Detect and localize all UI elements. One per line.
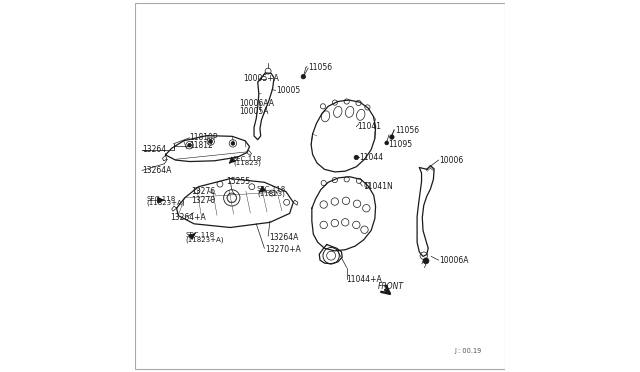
Text: 11041N: 11041N xyxy=(363,182,393,190)
Text: 15255: 15255 xyxy=(226,177,250,186)
Text: (11823+A): (11823+A) xyxy=(185,236,223,243)
Circle shape xyxy=(188,143,191,147)
Text: 11056: 11056 xyxy=(395,126,419,135)
Text: 11044: 11044 xyxy=(359,153,383,161)
Text: 13264+A: 13264+A xyxy=(170,213,205,222)
Text: 10006AA: 10006AA xyxy=(239,99,275,108)
Text: 10005+A: 10005+A xyxy=(243,74,279,83)
Text: 13264: 13264 xyxy=(142,145,166,154)
Text: 13270: 13270 xyxy=(191,196,216,205)
Text: 13264A: 13264A xyxy=(142,166,172,175)
Circle shape xyxy=(385,141,388,145)
Text: 13264A: 13264A xyxy=(269,232,298,242)
Text: SEC.118: SEC.118 xyxy=(185,232,214,238)
Text: 10005: 10005 xyxy=(276,86,301,95)
Text: 10006: 10006 xyxy=(439,155,463,164)
Text: SEC.118: SEC.118 xyxy=(233,155,262,161)
Circle shape xyxy=(301,74,305,79)
Text: 13270+A: 13270+A xyxy=(265,245,301,254)
Text: J : 00.19: J : 00.19 xyxy=(454,348,481,354)
Circle shape xyxy=(354,155,358,160)
Text: 11044+A: 11044+A xyxy=(347,275,383,284)
Text: 11810P: 11810P xyxy=(189,133,218,142)
Text: (11823): (11823) xyxy=(257,190,285,197)
Text: (11823+A): (11823+A) xyxy=(147,200,185,206)
Text: 13276: 13276 xyxy=(191,187,216,196)
Text: FRONT: FRONT xyxy=(378,282,404,291)
Text: SEC.118: SEC.118 xyxy=(257,186,286,192)
Text: 11095: 11095 xyxy=(388,140,412,149)
Text: 11812: 11812 xyxy=(189,141,213,151)
Text: 11056: 11056 xyxy=(308,63,332,72)
Text: 10005A: 10005A xyxy=(239,108,269,116)
Text: 11041: 11041 xyxy=(357,122,381,131)
Circle shape xyxy=(390,135,394,139)
Text: 10006A: 10006A xyxy=(439,256,469,265)
Text: (11823): (11823) xyxy=(233,160,260,166)
Circle shape xyxy=(231,141,235,145)
Circle shape xyxy=(423,258,429,264)
Circle shape xyxy=(209,140,212,143)
Text: SEC.118: SEC.118 xyxy=(147,196,176,202)
